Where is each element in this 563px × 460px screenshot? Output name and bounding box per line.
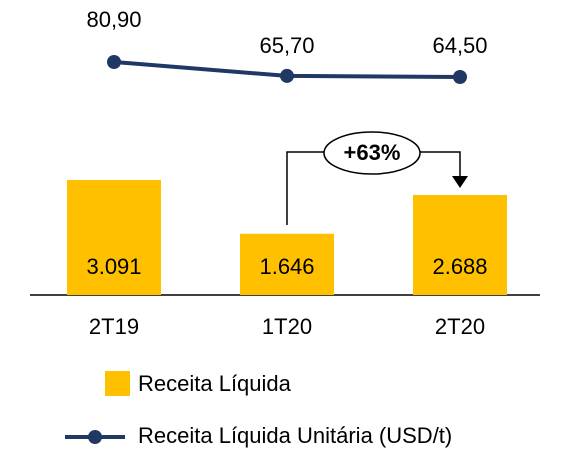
bar (67, 180, 161, 295)
annotation: +63% (344, 140, 401, 165)
line-marker (107, 55, 121, 69)
value-label: 3.091 (86, 254, 141, 279)
value-label: 80,90 (86, 7, 141, 32)
arrow-head (452, 176, 468, 188)
annotation-bubble (323, 131, 421, 175)
value-label: 65,70 (259, 33, 314, 58)
legend-marker (88, 430, 102, 444)
bar (240, 233, 334, 295)
legend-swatch (105, 371, 130, 396)
line-marker (280, 68, 294, 83)
line-marker (453, 70, 467, 84)
legend-label: Receita Líquida Unitária (USD/t) (138, 423, 452, 448)
x-tick-label: 2T19 (89, 314, 139, 339)
value-label: 1.646 (259, 254, 314, 279)
legend-label: Receita Líquida (138, 371, 292, 396)
value-label: 2.688 (432, 254, 487, 279)
bar (413, 194, 507, 295)
x-tick-label: 1T20 (262, 314, 312, 339)
value-label: 64,50 (432, 33, 487, 58)
x-tick-label: 2T20 (435, 314, 485, 339)
